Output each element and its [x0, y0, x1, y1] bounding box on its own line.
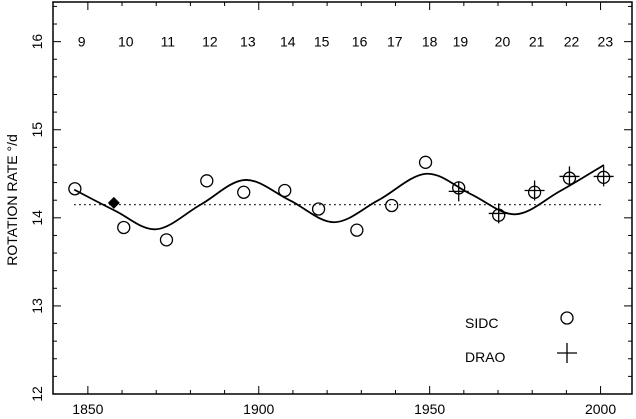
cycle-number-label: 11: [161, 34, 176, 50]
cycle-number-label: 22: [564, 34, 580, 50]
x-tick-label: 1850: [72, 401, 103, 417]
sidc-point: [200, 174, 214, 188]
sidc-point: [350, 223, 364, 237]
plot-frame: [52, 1, 633, 395]
y-tick-label: 12: [29, 386, 45, 402]
plot-marks: [68, 155, 614, 247]
y-tick-label: 15: [29, 122, 45, 138]
y-tick-label: 13: [29, 298, 45, 314]
fit-curve: [73, 164, 605, 231]
y-tick-label: 14: [29, 210, 45, 226]
cycle-number-label: 17: [387, 34, 403, 50]
sidc-point: [117, 220, 131, 235]
cycle-number-label: 23: [598, 34, 614, 50]
drao-point: [448, 181, 469, 202]
sidc-point: [385, 198, 399, 213]
y-axis-label: ROTATION RATE °/d: [4, 134, 20, 266]
sidc-point: [159, 233, 174, 247]
sidc-point: [418, 155, 433, 169]
drao-point: [593, 166, 614, 187]
diamond-point: [107, 196, 120, 209]
sidc-point: [311, 202, 326, 216]
x-tick-label: 1900: [243, 401, 274, 417]
drao-point: [488, 203, 509, 224]
cycle-number-label: 18: [422, 34, 438, 50]
y-tick-label: 16: [29, 34, 45, 50]
cycle-number-label: 19: [453, 34, 469, 50]
x-tick-label: 2000: [585, 401, 616, 417]
cycle-number-label: 21: [529, 34, 545, 50]
legend-plus-marker: [557, 343, 577, 363]
cycle-number-label: 16: [352, 34, 368, 50]
sidc-point: [68, 182, 82, 196]
sidc-point: [278, 183, 292, 198]
legend-circle-marker: [560, 311, 574, 325]
cycle-number-label: 9: [78, 34, 86, 50]
cycle-number-label: 15: [314, 34, 330, 50]
legend-label-drao: DRAO: [465, 349, 506, 365]
drao-point: [559, 166, 580, 187]
drao-point: [524, 180, 545, 201]
cycle-number-label: 20: [495, 34, 511, 50]
cycle-number-label: 12: [202, 34, 218, 50]
axis-ticks: 1850 1900 1950 2000 12 13 14 15 16 9 10 11 12 13 14 15 1…: [29, 2, 632, 417]
legend: SIDC DRAO: [465, 311, 577, 365]
x-tick-label: 1950: [414, 401, 445, 417]
cycle-number-label: 13: [240, 34, 256, 50]
cycle-number-label: 14: [280, 34, 296, 50]
legend-label-sidc: SIDC: [465, 315, 498, 331]
cycle-number-label: 10: [118, 34, 134, 50]
sidc-point: [237, 185, 251, 199]
